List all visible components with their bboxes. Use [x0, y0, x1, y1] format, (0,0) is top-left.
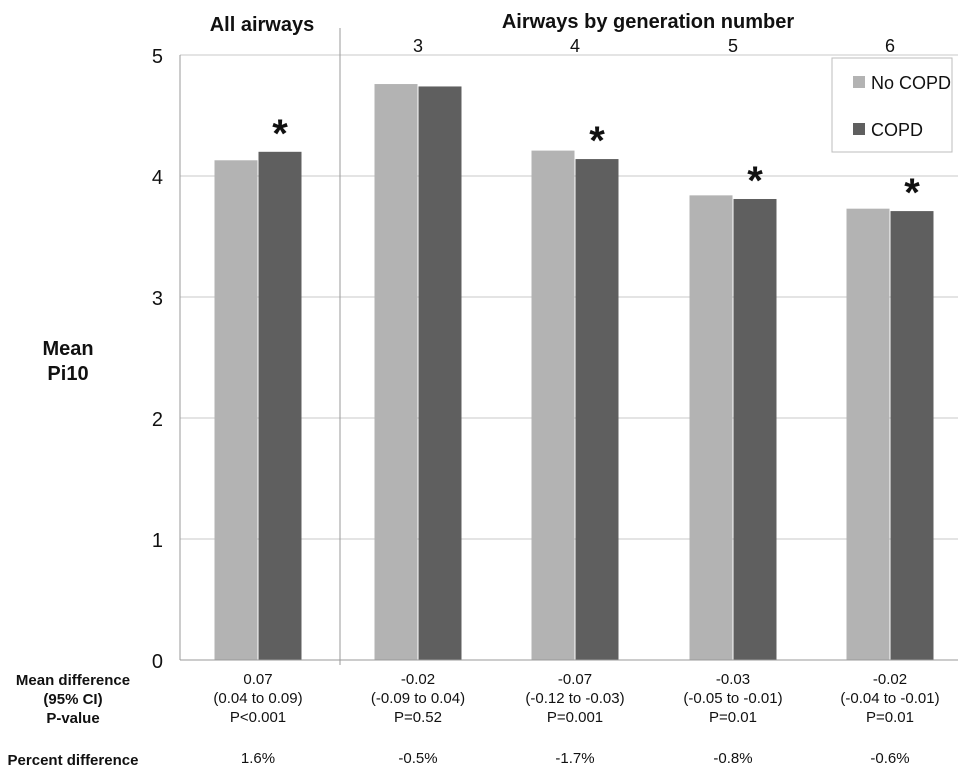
stat-pvalue: P<0.001 [230, 709, 286, 726]
y-tick-label: 5 [152, 46, 163, 68]
row-label-percent-difference: Percent difference [8, 752, 139, 769]
category-label: 4 [570, 36, 580, 56]
stat-percent-difference: -1.7% [555, 750, 594, 767]
legend-swatch [853, 76, 865, 88]
row-label-ci: (95% CI) [43, 691, 102, 708]
bar [575, 159, 619, 660]
bar [258, 151, 302, 661]
bar [846, 208, 890, 661]
axes [179, 28, 958, 665]
legend-entry: COPD [871, 120, 923, 140]
bar [418, 86, 462, 660]
bar [689, 195, 733, 661]
stat-mean-difference: 0.07 [243, 671, 272, 688]
y-axis-label: Mean [42, 338, 93, 360]
legend-entry: No COPD [871, 73, 951, 93]
stat-pvalue: P=0.01 [709, 709, 757, 726]
stat-mean-difference: -0.07 [558, 671, 592, 688]
bars [214, 84, 934, 661]
bar [214, 160, 258, 660]
stat-ci: (-0.12 to -0.03) [525, 690, 624, 707]
significance-marker: * [904, 171, 920, 215]
legend: No COPD COPD [831, 57, 953, 153]
bar [733, 198, 777, 661]
header-all-airways: All airways [210, 14, 315, 36]
category-label: 3 [413, 36, 423, 56]
stat-percent-difference: -0.8% [713, 750, 752, 767]
bar [531, 150, 575, 660]
stat-ci: (-0.04 to -0.01) [840, 690, 939, 707]
bar [374, 84, 418, 661]
category-label: 5 [728, 36, 738, 56]
y-axis-label: Pi10 [47, 363, 88, 385]
stat-ci: (-0.09 to 0.04) [371, 690, 465, 707]
stat-percent-difference: -0.6% [870, 750, 909, 767]
stat-percent-difference: 1.6% [241, 750, 275, 767]
category-label: 6 [885, 36, 895, 56]
stat-mean-difference: -0.02 [873, 671, 907, 688]
y-tick-label: 3 [152, 288, 163, 310]
legend-swatch [853, 123, 865, 135]
header-generation: Airways by generation number [502, 11, 795, 33]
significance-marker: * [272, 112, 288, 156]
significance-marker: * [747, 159, 763, 203]
bar [890, 211, 934, 660]
stat-ci: (0.04 to 0.09) [213, 690, 302, 707]
y-tick-label: 0 [152, 651, 163, 673]
y-tick-label: 2 [152, 409, 163, 431]
stat-pvalue: P=0.01 [866, 709, 914, 726]
significance-marker: * [589, 119, 605, 163]
y-tick-label: 4 [152, 167, 163, 189]
stat-ci: (-0.05 to -0.01) [683, 690, 782, 707]
labels: 0 1 2 3 4 5 * * * * All airways Airways by generati… [8, 11, 940, 769]
stat-pvalue: P=0.001 [547, 709, 603, 726]
stat-mean-difference: -0.03 [716, 671, 750, 688]
stat-mean-difference: -0.02 [401, 671, 435, 688]
y-tick-label: 1 [152, 530, 163, 552]
legend-box [831, 57, 953, 153]
row-label-mean-difference: Mean difference [16, 672, 130, 689]
row-label-pvalue: P-value [46, 710, 99, 727]
stat-percent-difference: -0.5% [398, 750, 437, 767]
stat-pvalue: P=0.52 [394, 709, 442, 726]
